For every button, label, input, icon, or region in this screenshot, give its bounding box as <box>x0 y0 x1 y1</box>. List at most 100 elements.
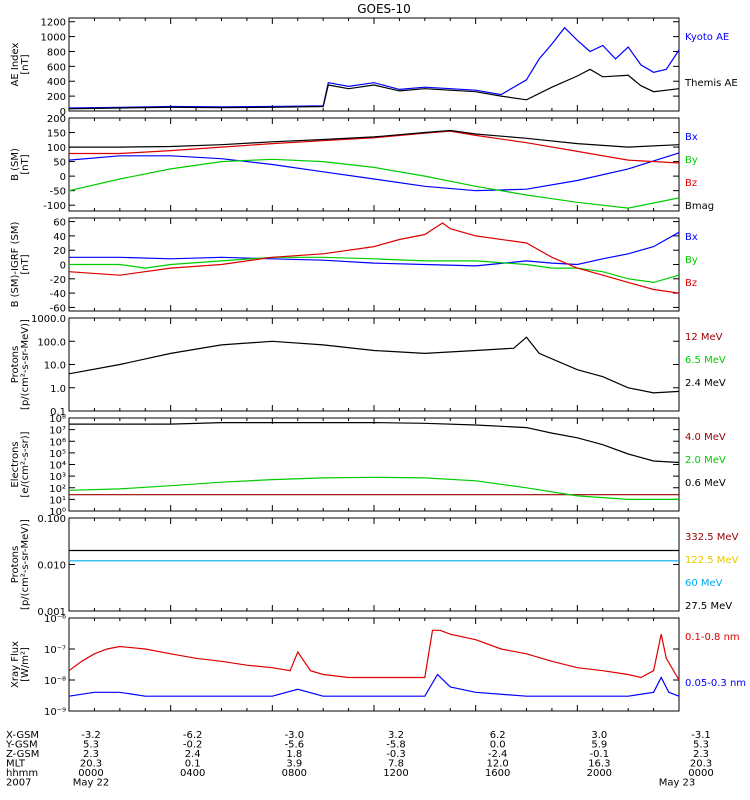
y-axis-label: Protons <box>10 546 21 583</box>
y-tick-label: -100 <box>43 201 66 212</box>
legend-entry: 2.4 MeV <box>685 378 726 389</box>
series-line-2-4-mev <box>68 336 680 394</box>
date-label: May 22 <box>73 778 110 789</box>
y-tick-label: 10⁻⁷ <box>44 645 66 656</box>
panel-1: 0 200 400 600 800 1000 1200 AE Index [nT] Kyoto A… <box>10 17 738 118</box>
ephemeris-value: 3.0 <box>591 730 607 741</box>
y-tick-label: 150 <box>47 129 66 140</box>
ephemeris-value: 0400 <box>180 768 205 779</box>
y-tick-label: 50 <box>53 158 66 169</box>
ephemeris-row-label: X-GSM <box>6 730 39 741</box>
legend-entry: 60 MeV <box>685 578 723 589</box>
ephemeris-value: -0.1 <box>590 749 610 760</box>
y-axis-label: [W/m²] <box>20 647 31 682</box>
y-tick-label: 0 <box>60 107 66 118</box>
ephemeris-value: 0000 <box>78 768 103 779</box>
y-tick-label: 1.0 <box>50 384 66 395</box>
series-line-bx <box>69 231 680 267</box>
y-tick-label: 10³ <box>49 472 66 483</box>
series-line-bz <box>68 222 680 294</box>
ephemeris-value: 3.9 <box>286 759 302 770</box>
ephemeris-row-label: MLT <box>6 759 26 770</box>
ephemeris-value: 16.3 <box>588 759 610 770</box>
ephemeris-value: 0.0 <box>490 740 506 751</box>
y-axis-label: Protons <box>10 346 21 383</box>
legend-entry: Bz <box>685 178 697 189</box>
y-tick-label: 200 <box>47 92 66 103</box>
panel-3: -60 -40 -20 0 20 40 60 B (SM)-IGRF (SM) [nT] Bx By… <box>10 217 698 314</box>
panel-frame <box>68 17 680 112</box>
ephemeris-value: -6.2 <box>183 730 203 741</box>
y-tick-label: 800 <box>47 47 66 58</box>
y-tick-label: -40 <box>50 289 66 300</box>
legend-entry: 2.0 MeV <box>685 455 726 466</box>
legend-entry: 0.6 MeV <box>685 478 726 489</box>
ephemeris-value: 3.2 <box>388 730 404 741</box>
y-tick-label: 1000 <box>41 33 66 44</box>
legend-entry: Bz <box>685 278 697 289</box>
series-line-by <box>68 158 680 209</box>
legend-entry: 12 MeV <box>685 332 723 343</box>
y-tick-label: 10⁻⁶ <box>44 614 66 625</box>
y-axis-label: [p/(cm²-s-sr-MeV)] <box>20 519 31 610</box>
ephemeris-value: 1.8 <box>286 749 302 760</box>
y-tick-label: 60 <box>53 218 66 229</box>
legend-entry: 0.1-0.8 nm <box>685 632 740 643</box>
y-tick-label: 0.1 <box>50 407 66 418</box>
legend-entry: Bx <box>685 232 698 243</box>
y-axis-label: B (SM)-IGRF (SM) <box>10 222 21 308</box>
legend-entry: 27.5 MeV <box>685 601 732 612</box>
ephemeris-value: -2.4 <box>488 749 508 760</box>
y-tick-label: 10⁸ <box>49 414 66 425</box>
y-tick-label: 100.0 <box>37 337 66 348</box>
ephemeris-row-label: 2007 <box>6 778 31 789</box>
y-tick-label: 10⁻⁹ <box>44 707 66 718</box>
y-axis-label: B (SM) <box>10 148 21 181</box>
y-tick-label: 0.001 <box>37 607 66 618</box>
legend-entry: Themis AE <box>684 78 738 89</box>
series-line-kyoto-ae <box>68 26 680 109</box>
ephemeris-value: 12.0 <box>487 759 509 770</box>
y-tick-label: 0.100 <box>37 514 66 525</box>
ephemeris-value: -5.8 <box>386 740 406 751</box>
panel-2: -100 -50 0 50 100 150 200 B (SM) [nT] Bx By Bz Bmag <box>10 114 714 212</box>
ephemeris-value: 20.3 <box>80 759 102 770</box>
y-tick-label: 1200 <box>41 18 66 29</box>
y-tick-label: 10⁻⁸ <box>44 676 66 687</box>
y-tick-label: 10⁵ <box>49 449 66 460</box>
ephemeris-value: 0800 <box>282 768 307 779</box>
series-line-by <box>69 256 680 284</box>
y-tick-label: 40 <box>53 232 66 243</box>
legend-entry: By <box>685 255 698 266</box>
ephemeris-value: 2.4 <box>185 749 201 760</box>
y-tick-label: -50 <box>50 187 66 198</box>
y-axis-label: AE Index <box>10 42 21 86</box>
legend-entry: Bmag <box>685 201 714 212</box>
series-line-bz <box>69 130 680 164</box>
y-tick-label: 0.010 <box>37 561 66 572</box>
ephemeris-value: 0.1 <box>185 759 201 770</box>
ephemeris-value: 2.3 <box>83 749 99 760</box>
ephemeris-value: 5.3 <box>693 740 709 751</box>
panel-7: 10⁻⁹ 10⁻⁸ 10⁻⁷ 10⁻⁶ Xray Flux [W/m²] 0.1-0.8 n… <box>10 614 746 718</box>
panel-frame <box>68 117 680 212</box>
ephemeris-value: -0.3 <box>386 749 406 760</box>
series-line-themis-ae <box>68 68 680 110</box>
panel-4: 0.1 1.0 10.0 100.0 1000.0 Protons [p/(cm²-s-sr… <box>10 314 726 418</box>
y-tick-label: 10⁶ <box>49 437 66 448</box>
y-tick-label: 0 <box>60 261 66 272</box>
series-line-0-1-0-8-nm <box>68 629 680 681</box>
ephemeris-value: -3.0 <box>285 730 305 741</box>
ephemeris-value: -0.2 <box>183 740 203 751</box>
y-axis-label: [nT] <box>20 254 31 274</box>
series-line-bmag <box>69 129 680 148</box>
y-axis-label: Electrons <box>10 441 21 487</box>
legend-entry: 122.5 MeV <box>685 555 739 566</box>
series-line-bx <box>68 152 680 192</box>
series-line-0-05-0-3-nm <box>68 673 680 697</box>
ephemeris-value: -5.6 <box>285 740 305 751</box>
panel-frame <box>68 217 680 312</box>
ephemeris-value: 5.9 <box>591 740 607 751</box>
date-label: May 23 <box>659 778 696 789</box>
y-tick-label: 600 <box>47 62 66 73</box>
